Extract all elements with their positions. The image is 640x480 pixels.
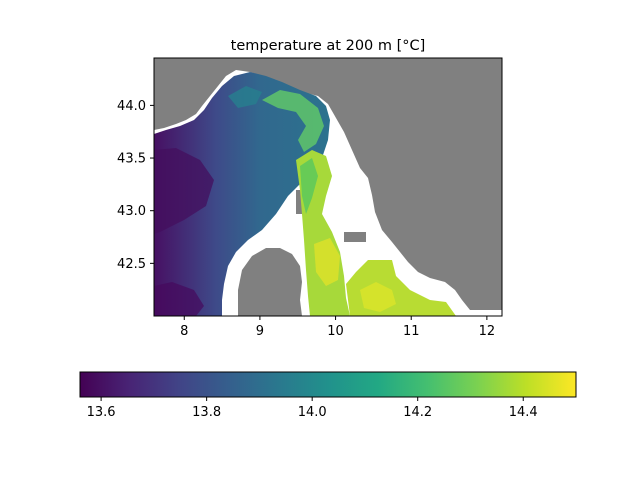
x-tick-label: 11 <box>403 324 420 339</box>
colorbar-tick-label: 14.0 <box>298 405 327 420</box>
colorbar-tick-label: 13.8 <box>192 405 221 420</box>
temperature-core-cold <box>154 148 214 234</box>
temperature-hotspot <box>360 282 396 312</box>
y-tick-label: 43.0 <box>117 204 146 219</box>
colorbar-frame <box>79 371 577 398</box>
x-tick-label: 9 <box>256 324 264 339</box>
map-plot-area <box>154 58 502 316</box>
x-tick-label: 8 <box>180 324 188 339</box>
x-tick-label: 12 <box>479 324 496 339</box>
temperature-channel-green <box>300 158 318 214</box>
y-tick-label: 44.0 <box>117 99 146 114</box>
y-tick-label: 42.5 <box>117 257 146 272</box>
colorbar-axis: 13.6 13.8 14.0 14.2 14.4 <box>87 397 538 420</box>
island-land <box>238 248 302 316</box>
colorbar <box>80 372 576 397</box>
y-tick-label: 43.5 <box>117 152 146 167</box>
x-axis: 8 9 10 11 12 <box>180 316 495 339</box>
colorbar-tick-label: 13.6 <box>87 405 116 420</box>
x-tick-label: 10 <box>327 324 344 339</box>
colorbar-tick-label: 14.4 <box>509 405 538 420</box>
chart-title: temperature at 200 m [°C] <box>231 38 426 54</box>
temperature-channel-yellow <box>314 238 340 286</box>
y-axis: 42.5 43.0 43.5 44.0 <box>117 99 154 272</box>
temperature-core-cold <box>154 282 204 316</box>
temperature-filament-warm <box>228 86 262 108</box>
small-island <box>344 232 366 242</box>
colorbar-tick-label: 14.2 <box>403 405 432 420</box>
axes-frame <box>153 57 503 317</box>
land-mask <box>154 58 502 310</box>
temperature-filament-warm <box>262 90 324 152</box>
temperature-field-west <box>154 72 330 316</box>
